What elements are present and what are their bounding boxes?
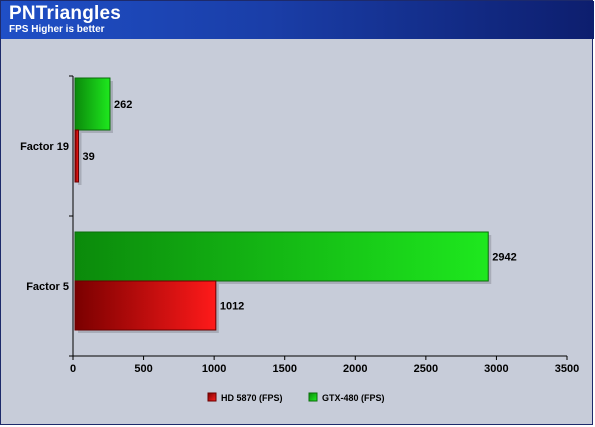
legend-swatch bbox=[308, 392, 318, 402]
bar-hd5870 bbox=[74, 280, 217, 331]
bar-gtx480 bbox=[74, 77, 111, 131]
legend-label: HD 5870 (FPS) bbox=[221, 393, 283, 403]
x-tick-label: 2000 bbox=[343, 363, 367, 375]
x-tick-label: 1000 bbox=[202, 363, 226, 375]
chart-subtitle: FPS Higher is better bbox=[9, 24, 105, 35]
bar-gtx480 bbox=[74, 231, 489, 282]
data-label: 1012 bbox=[220, 301, 244, 313]
data-label: 2942 bbox=[492, 252, 516, 264]
chart-header: PNTriangles FPS Higher is better bbox=[1, 1, 594, 39]
bar-shadow bbox=[78, 133, 82, 185]
category-label: Factor 5 bbox=[26, 281, 69, 293]
x-tick-label: 500 bbox=[134, 363, 152, 375]
legend-label: GTX-480 (FPS) bbox=[322, 393, 385, 403]
x-tick-label: 3000 bbox=[484, 363, 508, 375]
legend-swatch bbox=[207, 392, 217, 402]
x-tick-label: 2500 bbox=[414, 363, 438, 375]
x-tick-label: 1500 bbox=[272, 363, 296, 375]
category-label: Factor 19 bbox=[20, 141, 69, 153]
data-label: 39 bbox=[83, 151, 95, 163]
x-tick-label: 3500 bbox=[555, 363, 579, 375]
chart-title: PNTriangles bbox=[9, 3, 122, 24]
x-tick-label: 0 bbox=[70, 363, 76, 375]
data-label: 262 bbox=[114, 99, 132, 111]
bar-hd5870 bbox=[74, 129, 80, 183]
